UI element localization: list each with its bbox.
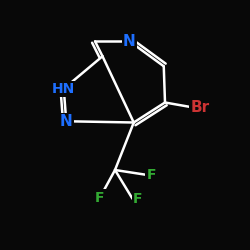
Text: Br: Br xyxy=(190,100,210,116)
Text: N: N xyxy=(60,114,72,129)
Text: N: N xyxy=(123,34,136,49)
Text: F: F xyxy=(146,168,156,182)
Text: HN: HN xyxy=(52,82,76,96)
Text: F: F xyxy=(95,190,105,204)
Text: F: F xyxy=(133,192,142,206)
